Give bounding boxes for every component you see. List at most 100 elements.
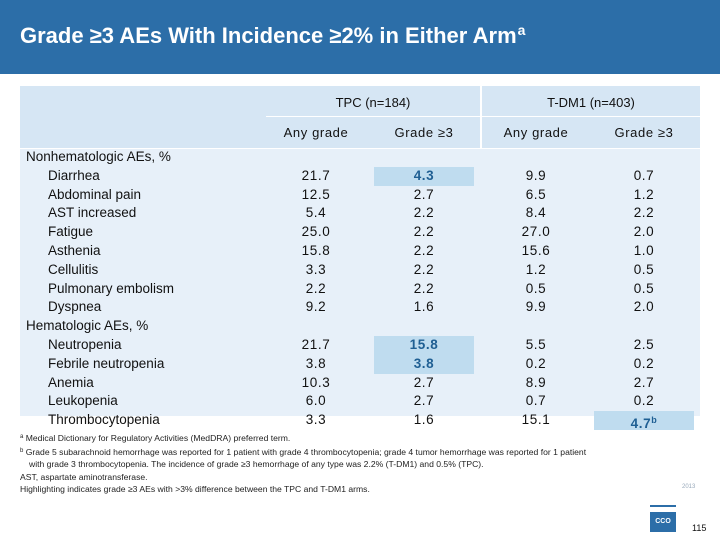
value-cell: 15.8	[374, 335, 474, 355]
slide-title-footnote-marker: a	[517, 22, 526, 38]
value-text: 2.2	[413, 261, 435, 277]
footnote: AST, aspartate aminotransferase.	[20, 471, 700, 484]
value-text: 4.7	[630, 416, 652, 432]
row-labels: Nonhematologic AEs, % Diarrhea Abdominal p…	[26, 148, 266, 430]
value-cell: 2.2	[594, 204, 694, 223]
footnote: Highlighting indicates grade ≥3 AEs with…	[20, 483, 700, 496]
row-label: Cellulitis	[48, 261, 99, 277]
column-tdm1-any-grade: 9.9 6.5 8.4 27.0 15.6 1.2 0.5 9.9 5.5 0.2 8.9 0.7 15…	[486, 148, 586, 430]
blank-cell	[266, 148, 366, 167]
value-cell: 2.7	[374, 186, 474, 205]
value-cell: 10.3	[266, 374, 366, 393]
value-text: 2.2	[633, 205, 655, 221]
value-cell: 6.5	[486, 186, 586, 205]
value-text: 2.2	[305, 280, 327, 296]
value-text: 2.7	[413, 393, 435, 409]
value-cell: 2.7	[374, 374, 474, 393]
value-cell: 12.5	[266, 186, 366, 205]
value-text: 15.6	[521, 242, 551, 258]
value-text: 21.7	[301, 167, 331, 183]
value-text: 9.9	[525, 299, 547, 315]
row-label: Asthenia	[48, 242, 101, 258]
value-text: 9.9	[525, 167, 547, 183]
header-bottom-divider	[20, 148, 700, 149]
footnote: a Medical Dictionary for Regulatory Acti…	[20, 431, 700, 445]
value-cell: 0.5	[594, 280, 694, 299]
group-divider	[480, 86, 482, 148]
value-text: 6.5	[525, 186, 547, 202]
value-text: 8.4	[525, 205, 547, 221]
value-cell: 0.5	[594, 261, 694, 280]
value-cell: 0.2	[594, 355, 694, 374]
value-cell: 1.0	[594, 242, 694, 261]
value-cell: 6.0	[266, 392, 366, 411]
value-cell: 15.8	[266, 242, 366, 261]
value-cell: 0.2	[594, 392, 694, 411]
value-text: 0.7	[633, 167, 655, 183]
group-header-tpc: TPC (n=184)	[335, 95, 411, 110]
value-text: 2.2	[413, 280, 435, 296]
value-text: 6.0	[305, 393, 327, 409]
blank-cell	[486, 148, 586, 167]
subheader-tdm1-any-grade: Any grade	[503, 125, 569, 140]
value-text: 2.0	[633, 299, 655, 315]
value-cell: 1.2	[594, 186, 694, 205]
value-text: 15.8	[301, 242, 331, 258]
column-tdm1-grade3: 0.7 1.2 2.2 2.0 1.0 0.5 0.5 2.0 2.5 0.2 2.7 0.2 4.7b	[594, 148, 694, 432]
value-cell: 2.2	[374, 242, 474, 261]
logo-bar	[650, 505, 676, 507]
value-text: 3.3	[305, 261, 327, 277]
value-text: 0.7	[525, 393, 547, 409]
footnote-marker: b	[20, 447, 24, 454]
row-label: Diarrhea	[48, 167, 100, 183]
blank-cell	[266, 317, 366, 336]
value-cell: 5.5	[486, 336, 586, 355]
value-cell: 2.2	[374, 261, 474, 280]
cco-logo: CCO	[650, 512, 676, 532]
value-cell: 0.7	[486, 392, 586, 411]
value-cell: 1.6	[374, 298, 474, 317]
value-cell: 8.4	[486, 204, 586, 223]
value-text: 1.6	[413, 412, 435, 428]
value-text: 2.7	[413, 374, 435, 390]
value-cell: 2.7	[594, 374, 694, 393]
row-label: Dyspnea	[48, 299, 102, 315]
footnote-text: Grade 5 subarachnoid hemorrhage was repo…	[25, 446, 587, 457]
row-label: Fatigue	[48, 224, 94, 240]
value-cell: 15.6	[486, 242, 586, 261]
table-header-band	[20, 86, 700, 148]
value-cell: 3.3	[266, 261, 366, 280]
row-label: Neutropenia	[48, 336, 122, 352]
value-cell: 8.9	[486, 374, 586, 393]
section-heading: Nonhematologic AEs, %	[26, 149, 171, 164]
value-cell: 2.0	[594, 298, 694, 317]
row-label: Pulmonary embolism	[48, 280, 175, 296]
footnote: with grade 3 thrombocytopenia. The incid…	[20, 458, 700, 471]
value-text: 9.2	[305, 299, 327, 315]
value-cell: 2.5	[594, 336, 694, 355]
value-text: 27.0	[521, 224, 551, 240]
value-cell: 25.0	[266, 223, 366, 242]
value-text: 1.2	[525, 261, 547, 277]
page-number: 115	[692, 523, 707, 533]
value-text: 0.5	[633, 261, 655, 277]
value-text: 0.2	[633, 355, 655, 371]
value-cell: 27.0	[486, 223, 586, 242]
blank-cell	[594, 148, 694, 167]
value-cell: 0.5	[486, 280, 586, 299]
value-cell: 2.2	[266, 280, 366, 299]
value-cell: 21.7	[266, 336, 366, 355]
value-text: 3.3	[305, 412, 327, 428]
value-text: 1.6	[413, 299, 435, 315]
value-text: 3.8	[305, 355, 327, 371]
value-text: 2.5	[633, 336, 655, 352]
value-cell: 9.9	[486, 298, 586, 317]
value-cell: 1.2	[486, 261, 586, 280]
row-label: AST increased	[48, 205, 137, 221]
blank-cell	[374, 148, 474, 167]
footnote-text: with grade 3 thrombocytopenia. The incid…	[29, 459, 484, 469]
value-cell: 0.2	[486, 355, 586, 374]
footer-small-mark: 2013	[682, 484, 696, 490]
footnote: b Grade 5 subarachnoid hemorrhage was re…	[20, 445, 700, 459]
value-text: 15.1	[521, 412, 551, 428]
